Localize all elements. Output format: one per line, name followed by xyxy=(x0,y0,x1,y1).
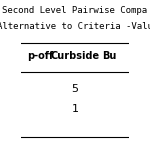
Text: Bu: Bu xyxy=(102,51,117,61)
Text: Curbside: Curbside xyxy=(50,51,100,61)
Text: Second Level Pairwise Compa: Second Level Pairwise Compa xyxy=(2,6,148,15)
Text: 5: 5 xyxy=(72,84,78,94)
Text: p-off: p-off xyxy=(27,51,54,61)
Text: Alternative to Criteria -Valu: Alternative to Criteria -Valu xyxy=(0,22,150,31)
Text: 1: 1 xyxy=(72,104,78,114)
